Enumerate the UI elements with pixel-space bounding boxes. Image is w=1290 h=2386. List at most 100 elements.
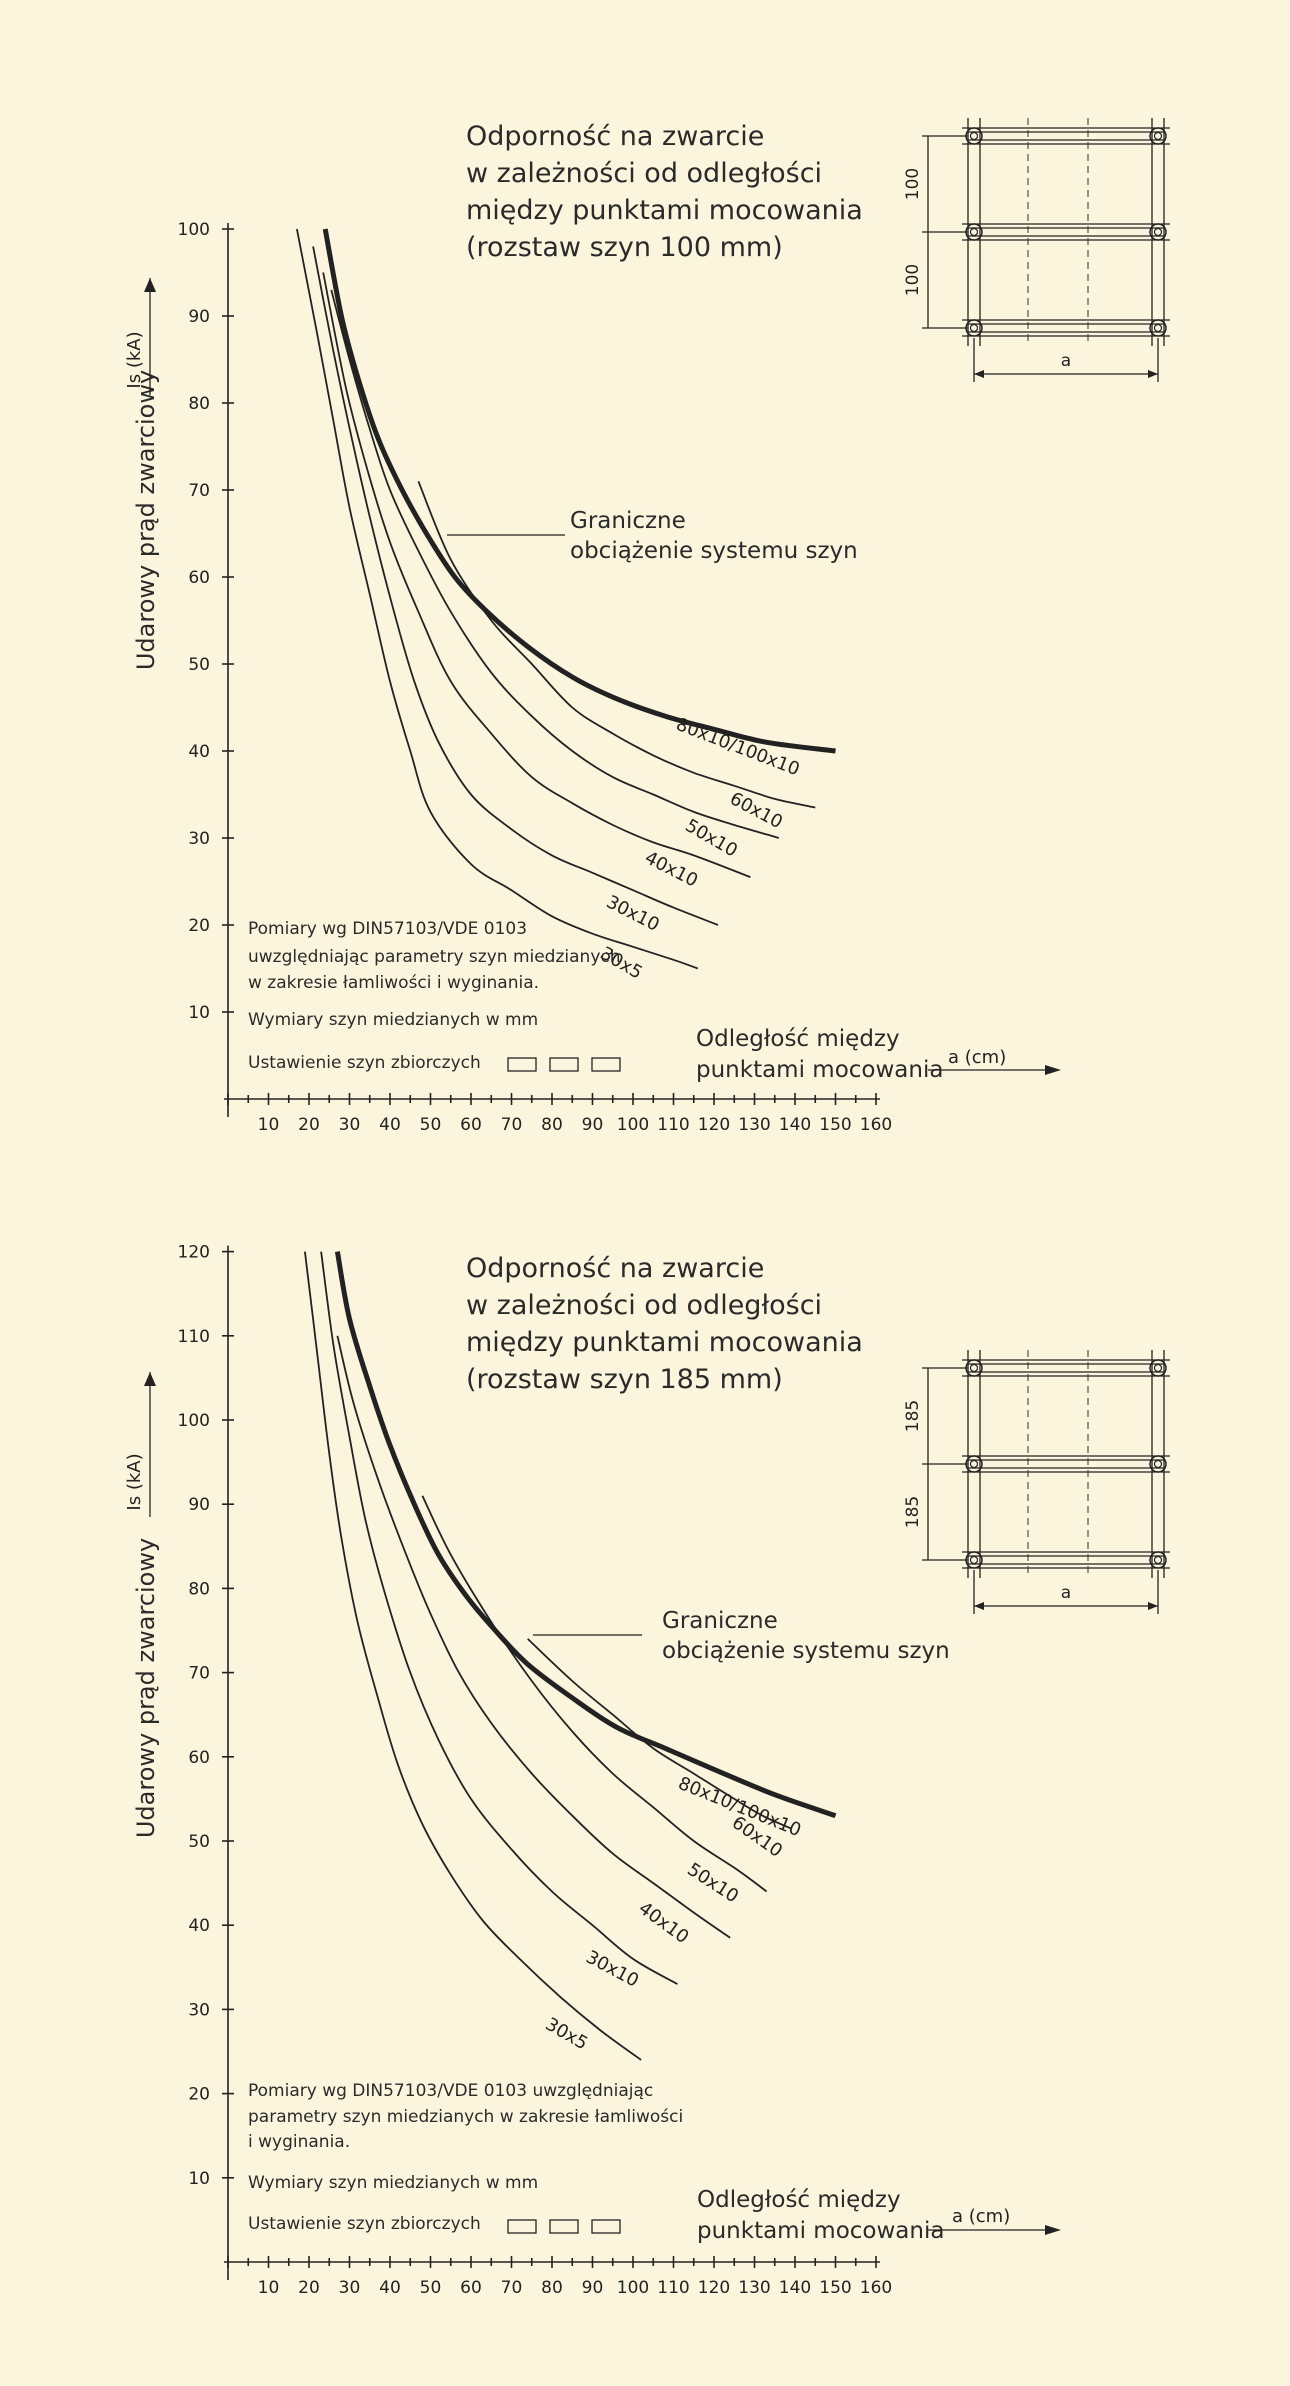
x-tick-label: 70 bbox=[501, 2278, 523, 2298]
y-tick-label: 100 bbox=[178, 1411, 210, 1431]
x-axis-label-line: punktami mocowania bbox=[696, 1057, 943, 1083]
x-arrow-head bbox=[1045, 2225, 1061, 2235]
x-tick-label: 100 bbox=[617, 2278, 649, 2298]
chart-title-line: w zależności od odległości bbox=[466, 158, 822, 189]
series-line-40x10 bbox=[336, 1335, 731, 1939]
x-tick-label: 80 bbox=[541, 2278, 563, 2298]
dim-a-label: a bbox=[1061, 1583, 1071, 1603]
y-tick-label: 80 bbox=[188, 1579, 210, 1599]
bolt-icon bbox=[969, 1459, 979, 1469]
bolt-icon bbox=[1149, 1551, 1167, 1569]
y-tick-label: 60 bbox=[188, 568, 210, 588]
x-tick-label: 110 bbox=[657, 1115, 689, 1135]
x-axis-unit: a (cm) bbox=[952, 2206, 1010, 2227]
note-line: Pomiary wg DIN57103/VDE 0103 uwzględniaj… bbox=[248, 2081, 653, 2101]
x-tick-label: 140 bbox=[779, 1115, 811, 1135]
x-tick-label: 120 bbox=[698, 2278, 730, 2298]
x-tick-label: 150 bbox=[819, 2278, 851, 2298]
series-line-80x10-100x10 bbox=[334, 1251, 837, 1819]
dim-arrow bbox=[974, 1602, 984, 1610]
busbar-icon bbox=[591, 2219, 621, 2234]
y-tick-label: 120 bbox=[178, 1243, 210, 1263]
spacing-label: 185 bbox=[903, 1400, 923, 1432]
x-tick-label: 160 bbox=[860, 2278, 892, 2298]
y-tick-label: 20 bbox=[188, 2085, 210, 2105]
y-tick-label: 70 bbox=[188, 481, 210, 501]
y-axis-unit: Is (kA) bbox=[124, 331, 145, 388]
x-tick-label: 160 bbox=[860, 1115, 892, 1135]
chart-title-line: w zależności od odległości bbox=[466, 1290, 822, 1321]
y-tick-label: 50 bbox=[188, 1832, 210, 1852]
chart-2: 10 20 30 40 50 60 70 80 90 100 110 120 10 20 30 40 50 60 7… bbox=[124, 1243, 1170, 2298]
chart-title-line: Odporność na zwarcie bbox=[466, 121, 764, 152]
note-line: uwzględniając parametry szyn miedzianych bbox=[248, 947, 621, 967]
y-axis-label: Udarowy prąd zwarciowy bbox=[132, 370, 160, 670]
note-line: Wymiary szyn miedzianych w mm bbox=[248, 2173, 538, 2193]
series-line-40x10 bbox=[322, 272, 751, 878]
x-tick-label: 10 bbox=[258, 2278, 280, 2298]
bolt-icon bbox=[1149, 1455, 1167, 1473]
x-tick-label: 30 bbox=[339, 1115, 361, 1135]
bolt-icon bbox=[969, 1363, 979, 1373]
y-tick-label: 70 bbox=[188, 1664, 210, 1684]
limit-label-line: Graniczne bbox=[570, 508, 686, 534]
spacing-label: 185 bbox=[903, 1496, 923, 1528]
series-label: 60x10 bbox=[726, 788, 786, 833]
note-line: Pomiary wg DIN57103/VDE 0103 bbox=[248, 919, 527, 939]
y-tick-label: 30 bbox=[188, 829, 210, 849]
y-tick-label: 10 bbox=[188, 2169, 210, 2189]
bolt-icon bbox=[1149, 127, 1167, 145]
y-tick-label: 50 bbox=[188, 655, 210, 675]
series-line-30x5 bbox=[304, 1251, 642, 2061]
busbar-icon bbox=[549, 1057, 579, 1072]
chart-1: 10 20 30 40 50 60 70 80 90 100 10 20 30 40 50 60 70 80 90 1… bbox=[124, 118, 1170, 1135]
note-line: Ustawienie szyn zbiorczych bbox=[248, 2214, 481, 2234]
bolt-icon bbox=[1153, 1555, 1163, 1565]
busbar-icon bbox=[549, 2219, 579, 2234]
y-tick-label: 80 bbox=[188, 394, 210, 414]
y-axis-label: Udarowy prąd zwarciowy bbox=[132, 1538, 160, 1838]
x-tick-label: 80 bbox=[541, 1115, 563, 1135]
bolt-icon bbox=[1153, 131, 1163, 141]
x-tick-label: 40 bbox=[379, 1115, 401, 1135]
x-tick-label: 130 bbox=[738, 1115, 770, 1135]
dim-arrow bbox=[1148, 370, 1158, 378]
dim-arrow bbox=[1148, 1602, 1158, 1610]
x-tick-label: 60 bbox=[460, 2278, 482, 2298]
bolt-icon bbox=[1153, 1363, 1163, 1373]
series-line-50x10 bbox=[421, 1495, 768, 1893]
bolt-icon bbox=[969, 323, 979, 333]
y-tick-label: 20 bbox=[188, 916, 210, 936]
x-tick-label: 150 bbox=[819, 1115, 851, 1135]
note-line: Ustawienie szyn zbiorczych bbox=[248, 1053, 481, 1073]
note-line: Wymiary szyn miedzianych w mm bbox=[248, 1010, 538, 1030]
dim-arrow bbox=[974, 370, 984, 378]
series-line-80x10-100x10 bbox=[322, 228, 836, 754]
x-tick-label: 120 bbox=[698, 1115, 730, 1135]
series-line-30x10 bbox=[320, 1251, 678, 1985]
note-line: i wyginania. bbox=[248, 2132, 350, 2152]
bolt-icon bbox=[1149, 1359, 1167, 1377]
x-tick-label: 40 bbox=[379, 2278, 401, 2298]
bolt-icon bbox=[1153, 227, 1163, 237]
x-tick-label: 10 bbox=[258, 1115, 280, 1135]
busbar-diagram: 185 185 a bbox=[903, 1350, 1170, 1614]
y-tick-label: 60 bbox=[188, 1748, 210, 1768]
chart-title-line: między punktami mocowania bbox=[466, 1327, 863, 1358]
x-tick-label: 90 bbox=[582, 2278, 604, 2298]
x-tick-label: 100 bbox=[617, 1115, 649, 1135]
spacing-label: 100 bbox=[903, 168, 923, 200]
chart-title-line: (rozstaw szyn 185 mm) bbox=[466, 1364, 783, 1395]
busbar-diagram: 100 100 a bbox=[903, 118, 1170, 382]
x-tick-label: 110 bbox=[657, 2278, 689, 2298]
bolt-icon bbox=[1153, 323, 1163, 333]
x-tick-label: 130 bbox=[738, 2278, 770, 2298]
series-line-60x10 bbox=[527, 1638, 792, 1830]
y-tick-label: 90 bbox=[188, 1495, 210, 1515]
series-label: 30x10 bbox=[582, 1947, 642, 1992]
y-tick-label: 10 bbox=[188, 1003, 210, 1023]
busbar-icon bbox=[507, 1057, 537, 1072]
limit-label-line: obciążenie systemu szyn bbox=[570, 538, 858, 564]
y-arrow-head bbox=[144, 278, 156, 292]
